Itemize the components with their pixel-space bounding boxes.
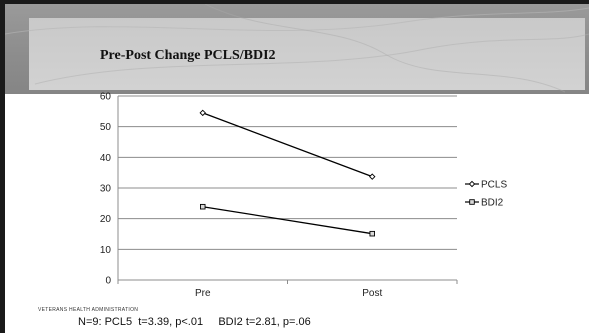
y-tick-label-10: 10 xyxy=(100,245,112,256)
series-line-pcls xyxy=(202,112,373,178)
y-tick-label-20: 20 xyxy=(100,214,112,225)
y-tick-label-30: 30 xyxy=(100,184,112,195)
point-bdi2-post xyxy=(369,230,376,237)
y-tick-label-50: 50 xyxy=(100,122,112,133)
legend-marker-pcls xyxy=(468,180,476,188)
y-tick-label-60: 60 xyxy=(100,92,112,103)
x-tick-label-pre: Pre xyxy=(195,288,211,299)
x-tick-label-post: Post xyxy=(362,288,382,299)
y-tick-label-0: 0 xyxy=(105,276,111,287)
legend-marker-bdi2 xyxy=(469,199,475,205)
series-line-bdi2 xyxy=(202,206,373,235)
point-pcls-pre xyxy=(199,109,206,117)
frame-top-bar xyxy=(0,0,589,4)
slide-title: Pre-Post Change PCLS/BDI2 xyxy=(100,48,276,63)
frame-left-bar xyxy=(0,0,5,333)
slide-header xyxy=(5,4,589,94)
legend-label-bdi2: BDI2 xyxy=(481,198,504,209)
footer-organization: VETERANS HEALTH ADMINISTRATION xyxy=(38,307,139,313)
header-texture xyxy=(5,4,589,93)
y-tick-label-40: 40 xyxy=(100,153,112,164)
point-bdi2-pre xyxy=(199,203,206,210)
legend-label-pcls: PCLS xyxy=(481,180,507,191)
footer-statistics-note: N=9: PCL5 t=3.39, p<.01 BDI2 t=2.81, p=.… xyxy=(78,316,311,328)
point-pcls-post xyxy=(369,173,376,180)
